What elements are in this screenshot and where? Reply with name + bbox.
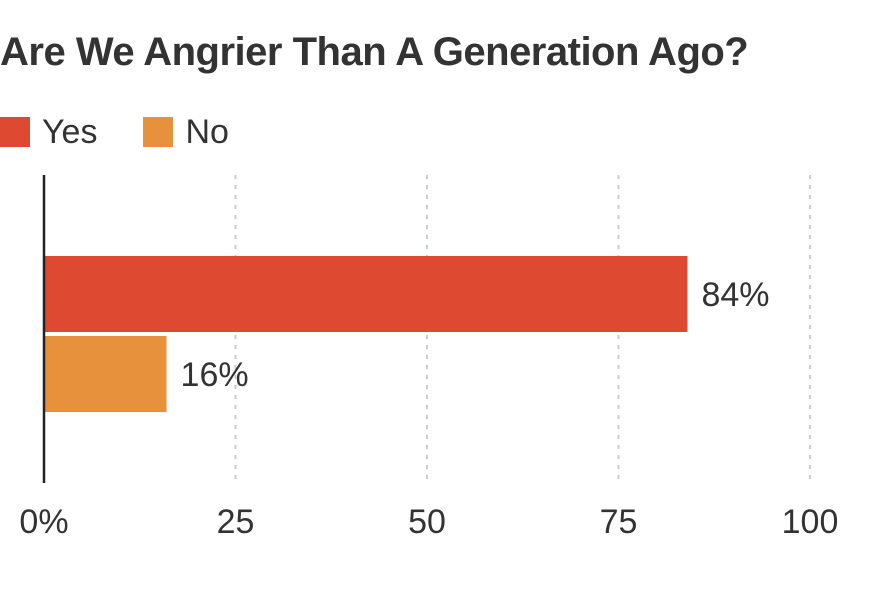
legend-item-no: No — [143, 113, 229, 151]
chart-title: Are We Angrier Than A Generation Ago? — [0, 30, 749, 74]
bar-no — [44, 336, 167, 412]
legend: Yes No — [0, 112, 275, 152]
legend-swatch-yes — [0, 117, 30, 147]
legend-swatch-no — [143, 117, 174, 147]
tick-label-50: 50 — [408, 503, 446, 541]
legend-item-yes: Yes — [0, 115, 97, 149]
data-labels: 84% 16% — [181, 276, 770, 394]
legend-label-yes: Yes — [42, 113, 98, 151]
bars — [44, 256, 688, 412]
legend-label-no: No — [185, 113, 229, 151]
tick-label-0: 0% — [19, 503, 68, 541]
tick-label-75: 75 — [600, 503, 638, 541]
bar-yes — [44, 256, 688, 332]
tick-label-100: 100 — [782, 503, 839, 541]
data-label-no: 16% — [181, 356, 249, 394]
data-label-yes: 84% — [701, 276, 769, 314]
tick-label-25: 25 — [217, 503, 255, 541]
tick-labels: 0% 25 50 75 100 — [19, 503, 838, 541]
